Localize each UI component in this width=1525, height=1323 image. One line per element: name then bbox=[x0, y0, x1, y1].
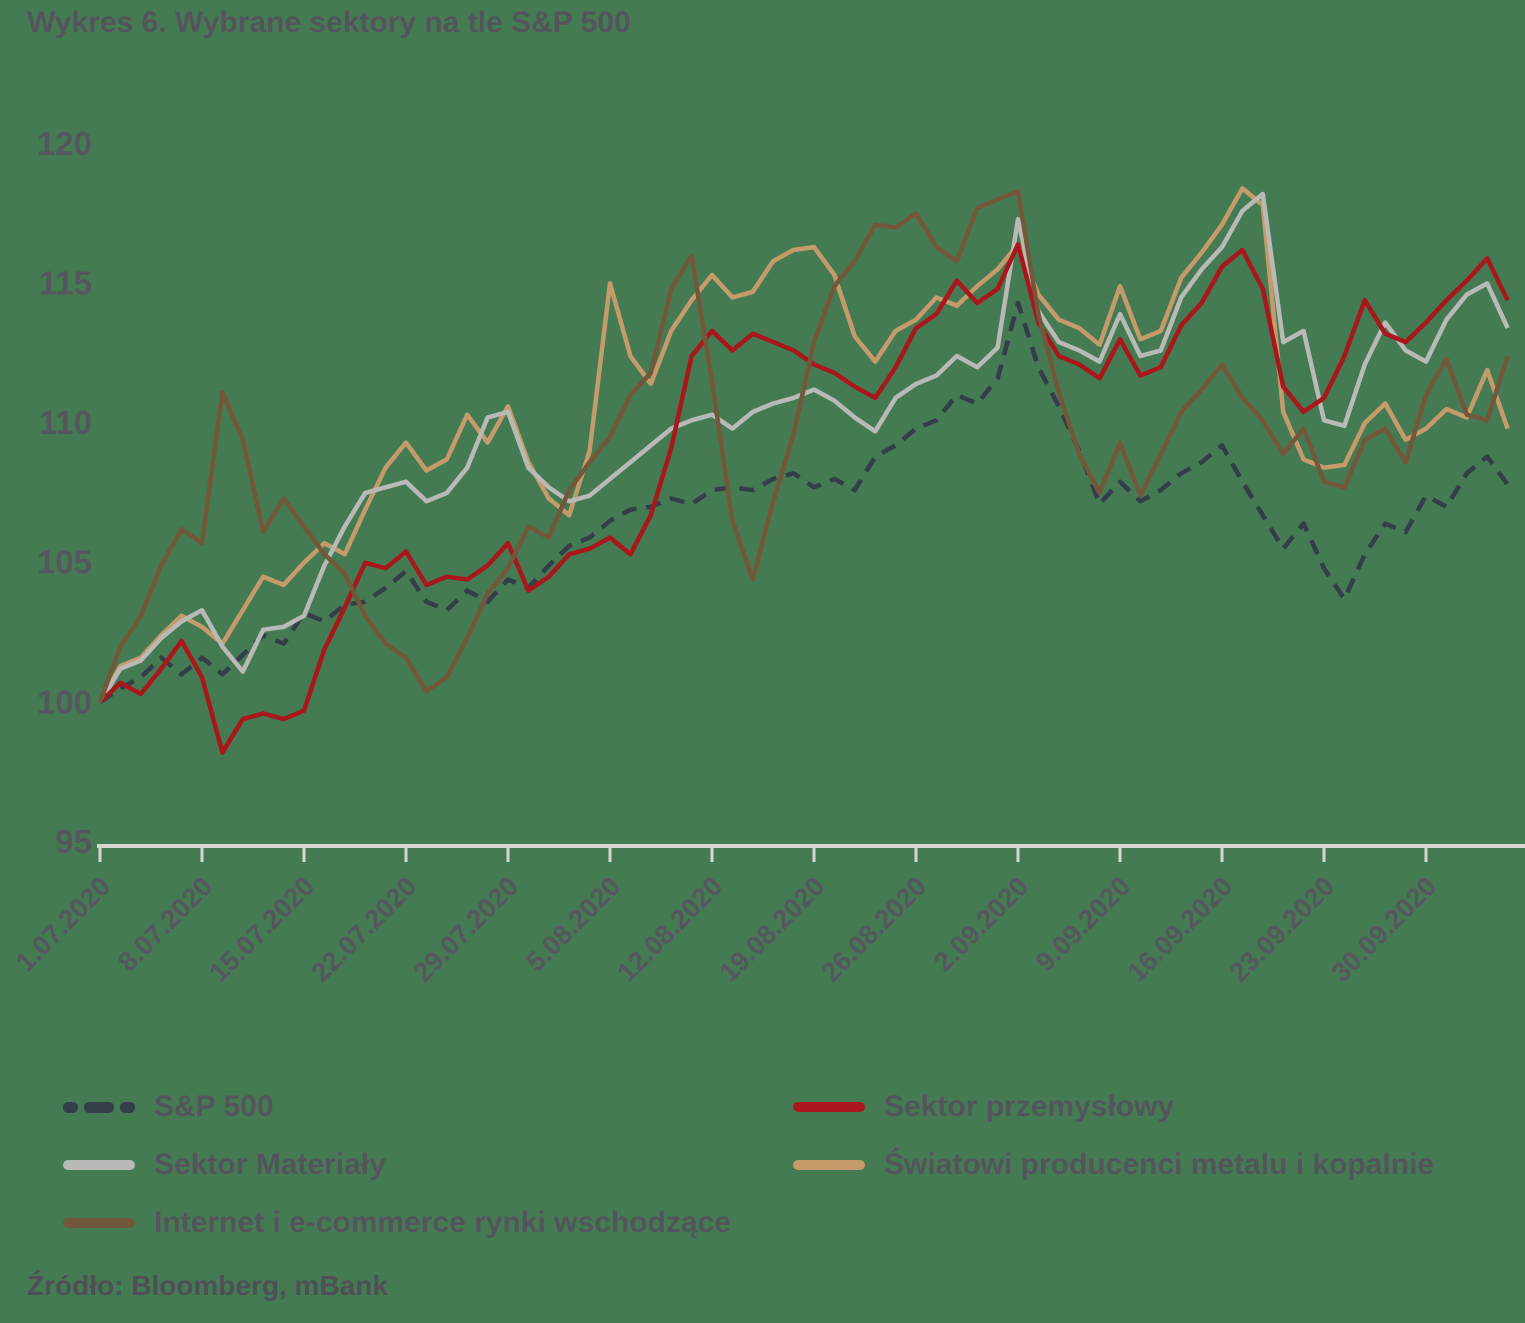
legend-label: Sektor Materiały bbox=[154, 1148, 386, 1181]
x-axis-tick-label: 16.09.2020 bbox=[1121, 871, 1238, 988]
series-line-wiatowi-producenci-metalu-i-kopalnie bbox=[98, 186, 1510, 704]
legend-item-wiatowi-producenci-metalu-i-kopalnie: Światowi producenci metalu i kopalnie bbox=[793, 1136, 1434, 1194]
x-axis-tick-label: 2.09.2020 bbox=[928, 871, 1034, 977]
x-axis-tick-label: 15.07.2020 bbox=[203, 871, 320, 988]
chart-title: Wykres 6. Wybrane sektory na tle S&P 500 bbox=[27, 6, 631, 39]
legend-swatch bbox=[63, 1218, 135, 1228]
source-note: Źródło: Bloomberg, mBank bbox=[27, 1270, 388, 1301]
x-axis-tick-label: 19.08.2020 bbox=[713, 871, 830, 988]
y-axis-tick-label: 120 bbox=[37, 125, 92, 162]
x-axis-tick-label: 5.08.2020 bbox=[520, 871, 626, 977]
legend-label: Sektor przemysłowy bbox=[884, 1090, 1175, 1123]
y-axis-tick-label: 105 bbox=[37, 544, 92, 581]
legend-item-sektor-przemys-owy: Sektor przemysłowy bbox=[793, 1078, 1434, 1136]
x-axis-tick-label: 9.09.2020 bbox=[1030, 871, 1136, 977]
x-axis-tick-label: 26.08.2020 bbox=[815, 871, 932, 988]
x-axis-tick-label: 1.07.2020 bbox=[10, 871, 116, 977]
x-axis-tick-label: 29.07.2020 bbox=[407, 871, 524, 988]
series-line-s-p-500 bbox=[98, 300, 1510, 705]
legend-label: Światowi producenci metalu i kopalnie bbox=[884, 1148, 1435, 1181]
x-axis-tick-label: 12.08.2020 bbox=[611, 871, 728, 988]
legend-swatch bbox=[793, 1102, 865, 1112]
x-axis-tick-label: 30.09.2020 bbox=[1325, 871, 1442, 988]
legend-item-s-p-500: S&P 500 bbox=[63, 1078, 731, 1136]
legend-label: S&P 500 bbox=[154, 1090, 274, 1123]
x-axis-tick-label: 23.09.2020 bbox=[1223, 871, 1340, 988]
x-axis-tick-label: 22.07.2020 bbox=[305, 871, 422, 988]
y-axis-tick-label: 115 bbox=[39, 264, 92, 301]
y-axis-tick-label: 95 bbox=[55, 823, 92, 860]
y-axis-tick-label: 100 bbox=[37, 683, 92, 720]
legend-item-internet-i-e-commerce-rynki-wschodz-ce: Internet i e-commerce rynki wschodzące bbox=[63, 1194, 731, 1252]
y-axis-tick-label: 110 bbox=[39, 404, 92, 441]
legend-column-left: S&P 500 Sektor Materiały Internet i e-comm… bbox=[63, 1078, 731, 1252]
series-line-sektor-przemys-owy bbox=[98, 242, 1510, 755]
x-axis-tick-label: 8.07.2020 bbox=[112, 871, 218, 977]
legend-item-sektor-materia-y: Sektor Materiały bbox=[63, 1136, 731, 1194]
legend-column-right: Sektor przemysłowy Światowi producenci me… bbox=[793, 1078, 1434, 1194]
legend-swatch-dashed bbox=[63, 1101, 135, 1113]
legend-swatch bbox=[793, 1160, 865, 1170]
legend-swatch bbox=[63, 1160, 135, 1170]
series-line-internet-i-e-commerce-rynki-wschodz-ce bbox=[97, 188, 1510, 704]
legend-label: Internet i e-commerce rynki wschodzące bbox=[154, 1206, 731, 1239]
chart-legend: S&P 500 Sektor Materiały Internet i e-comm… bbox=[0, 1078, 1525, 1258]
